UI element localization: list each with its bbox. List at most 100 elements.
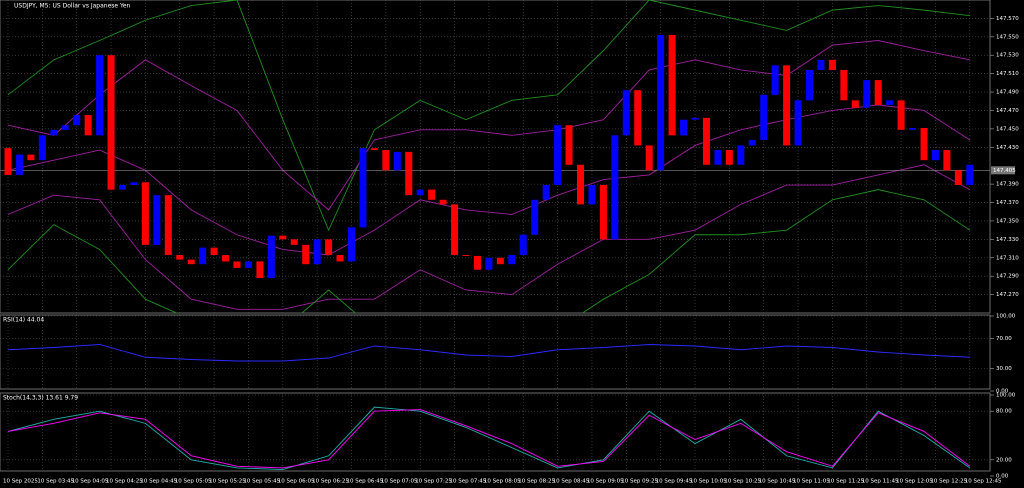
chart-title: USDJPY, M5: US Dollar vs Japanese Yen: [14, 3, 131, 10]
candle-body: [542, 185, 550, 200]
x-tick-label: 10 Sep 05:45: [243, 479, 280, 485]
y-tick-label: 147.510: [996, 71, 1019, 77]
x-tick-label: 10 Sep 07:25: [415, 479, 452, 485]
y-tick-label: 147.290: [996, 274, 1019, 280]
candle-body: [187, 259, 195, 265]
candle-body: [886, 100, 894, 105]
x-tick-label: 10 Sep 05:25: [209, 479, 246, 485]
y-tick-label: 147.470: [996, 108, 1019, 114]
candle-body: [737, 145, 745, 165]
candle-body: [966, 164, 974, 186]
x-tick-label: 10 Sep 08:25: [518, 479, 555, 485]
x-tick-label: 10 Sep 09:05: [587, 479, 624, 485]
indicator-line: [7, 164, 971, 310]
indicator-line: [7, 40, 970, 211]
y-tick-label: 70.00: [996, 336, 1012, 342]
x-tick-label: 10 Sep 07:05: [381, 479, 418, 485]
y-tick-label: 147.310: [996, 255, 1019, 261]
rsi-title: RSI(14) 44.04: [3, 317, 44, 324]
candle-body: [348, 227, 355, 262]
candle-body: [702, 117, 710, 165]
indicator-line: [7, 406, 971, 470]
x-tick-label: 10 Sep 12:05: [896, 479, 933, 485]
candle-body: [748, 139, 756, 146]
candle-body: [370, 148, 378, 151]
y-tick-label: 147.570: [996, 16, 1019, 22]
candle-body: [817, 59, 825, 70]
x-tick-label: 10 Sep 11:25: [827, 479, 864, 485]
candle-body: [176, 255, 184, 260]
y-tick-label: 147.390: [996, 182, 1019, 188]
candle-body: [565, 125, 573, 165]
x-tick-label: 10 Sep 04:05: [72, 479, 109, 485]
x-tick-label: 10 Sep 04:45: [140, 479, 177, 485]
x-tick-label: 10 Sep 07:45: [450, 479, 487, 485]
last-price-box: [991, 166, 1015, 175]
candle-body: [771, 65, 779, 95]
candle-body: [428, 189, 436, 200]
x-tick-label: 10 Sep 2025: [3, 479, 38, 485]
x-tick-label: 10 Sep 10:45: [759, 479, 796, 485]
y-tick-label: 147.430: [996, 145, 1019, 151]
x-tick-label: 10 Sep 08:05: [484, 479, 521, 485]
candle-body: [897, 100, 905, 130]
indicator-line: [7, 104, 971, 256]
x-tick-label: 10 Sep 12:45: [965, 479, 1002, 485]
y-tick-label: 80.00: [996, 409, 1012, 415]
candle-body: [50, 129, 58, 136]
candle-body: [920, 127, 928, 161]
panel-0: [0, 0, 990, 313]
candle-body: [954, 170, 962, 186]
candle-body: [107, 55, 115, 190]
candle-body: [325, 239, 333, 256]
x-tick-label: 10 Sep 11:45: [862, 479, 899, 485]
candle-body: [725, 150, 733, 165]
x-tick-label: 10 Sep 03:45: [37, 479, 74, 485]
candle-body: [668, 34, 676, 136]
x-tick-label: 10 Sep 06:05: [278, 479, 315, 485]
rsi-panel-border: [0, 314, 991, 390]
candle-body: [657, 34, 665, 171]
candle-body: [84, 115, 92, 136]
candle-body: [554, 125, 562, 186]
candle-body: [416, 189, 424, 196]
candle-body: [96, 55, 104, 136]
candle-body: [73, 115, 81, 126]
x-tick-label: 10 Sep 06:25: [312, 479, 349, 485]
candle-body: [199, 247, 207, 265]
candle-body: [691, 117, 699, 120]
candle-body: [233, 261, 241, 268]
indicator-line: [7, 189, 971, 313]
candle-body: [439, 199, 447, 205]
y-tick-label: 100.00: [996, 393, 1016, 399]
candle-body: [405, 151, 413, 196]
panel-1: [0, 315, 990, 369]
candle-body: [210, 247, 218, 256]
main-panel-border: [0, 0, 991, 314]
x-tick-label: 10 Sep 09:25: [621, 479, 658, 485]
candle-body: [382, 150, 390, 171]
y-tick-label: 147.270: [996, 292, 1019, 298]
candle-body: [828, 59, 836, 70]
y-tick-label: 0.00: [996, 389, 1009, 395]
y-tick-label: 147.330: [996, 237, 1019, 243]
x-tick-label: 10 Sep 10:25: [724, 479, 761, 485]
y-tick-label: 147.490: [996, 90, 1019, 96]
candle-body: [851, 100, 859, 108]
candle-body: [462, 255, 470, 257]
candle-body: [783, 65, 791, 146]
candle-body: [393, 151, 401, 171]
candle-body: [27, 154, 35, 161]
indicator-line: [7, 344, 970, 362]
candle-body: [61, 125, 69, 130]
x-tick-label: 10 Sep 06:45: [347, 479, 384, 485]
candle-body: [222, 255, 230, 262]
candle-body: [451, 204, 459, 256]
candle-body: [244, 261, 252, 268]
y-tick-label: 147.370: [996, 200, 1019, 206]
candle-body: [313, 239, 321, 265]
candle-body: [760, 94, 768, 140]
last-price-label: 147.405: [993, 168, 1016, 174]
candle-body: [473, 255, 481, 270]
